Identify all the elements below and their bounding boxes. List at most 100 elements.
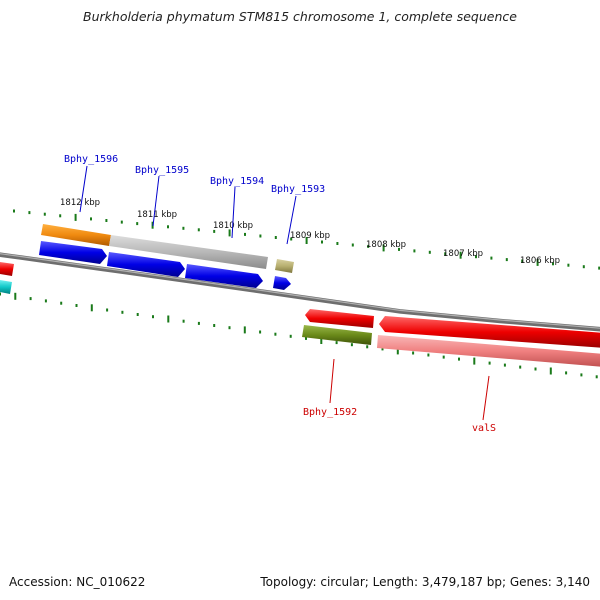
- minor-tick: [458, 357, 460, 361]
- minor-tick: [519, 365, 522, 369]
- minor-tick: [567, 263, 570, 267]
- gene-arrow-bphy-1596[interactable]: [39, 241, 107, 264]
- gene-label-bphy-1594[interactable]: Bphy_1594: [210, 176, 264, 187]
- minor-tick: [321, 240, 323, 244]
- leader-line: [231, 186, 236, 239]
- major-tick: [382, 244, 385, 252]
- gene-arrow-bphy-1594[interactable]: [185, 264, 263, 288]
- gene-arrow-bphy-1593[interactable]: [273, 276, 291, 290]
- gene-arrow-bphy-1592-upper[interactable]: [305, 309, 374, 328]
- feature-orange[interactable]: [41, 224, 111, 246]
- minor-tick: [305, 336, 307, 340]
- minor-tick: [75, 304, 78, 307]
- gene-label-bphy-1592[interactable]: Bphy_1592: [303, 407, 357, 418]
- minor-tick: [244, 232, 246, 236]
- major-tick: [536, 258, 539, 266]
- minor-tick: [182, 319, 185, 323]
- minor-tick: [60, 301, 63, 305]
- minor-tick: [503, 363, 506, 367]
- minor-tick: [565, 371, 568, 375]
- minor-tick: [367, 244, 370, 248]
- leader-line: [482, 375, 490, 421]
- kbp-label: 1811 kbp: [137, 210, 177, 220]
- feature-khaki[interactable]: [275, 259, 294, 273]
- minor-tick: [289, 334, 292, 338]
- major-tick: [228, 229, 231, 237]
- minor-tick: [428, 250, 431, 254]
- minor-tick: [121, 310, 124, 314]
- minor-tick: [534, 367, 537, 371]
- accession-text: Accession: NC_010622: [9, 575, 146, 589]
- minor-tick: [167, 225, 169, 229]
- minor-tick: [197, 321, 200, 325]
- minor-tick: [350, 343, 353, 347]
- minor-tick: [274, 332, 277, 336]
- outer-tick-ring: [13, 209, 600, 270]
- major-tick: [320, 337, 323, 344]
- minor-tick: [580, 373, 583, 377]
- major-tick: [549, 367, 552, 375]
- feature-red-left[interactable]: [0, 262, 14, 276]
- gene-label-bphy-1596[interactable]: Bphy_1596: [64, 154, 118, 165]
- leader-line: [152, 175, 160, 227]
- gene-labels: Bphy_1596 Bphy_1595 Bphy_1594 Bphy_1593 …: [64, 154, 496, 434]
- major-tick: [14, 292, 17, 300]
- minor-tick: [13, 209, 15, 213]
- minor-tick: [552, 262, 554, 266]
- leader-line: [79, 165, 88, 213]
- minor-tick: [488, 361, 491, 365]
- major-tick: [243, 326, 246, 334]
- minor-tick: [182, 226, 185, 230]
- feature-pink[interactable]: [377, 335, 600, 367]
- minor-tick: [582, 265, 585, 269]
- inner-tick-ring: [0, 292, 598, 379]
- sequence-stats-text: Topology: circular; Length: 3,479,187 bp…: [260, 575, 590, 589]
- gene-label-bphy-1595[interactable]: Bphy_1595: [135, 165, 189, 176]
- minor-tick: [336, 242, 339, 245]
- minor-tick: [120, 220, 123, 224]
- minor-tick: [475, 255, 477, 259]
- gene-arrow-bphy-1595[interactable]: [107, 252, 185, 277]
- minor-tick: [521, 259, 524, 263]
- gene-arrow-vals[interactable]: [379, 316, 600, 348]
- minor-tick: [427, 353, 430, 357]
- label-leaders: [79, 165, 490, 421]
- feature-cyan-left[interactable]: [0, 280, 12, 294]
- gene-label-bphy-1593[interactable]: Bphy_1593: [271, 184, 325, 195]
- minor-tick: [106, 308, 109, 312]
- minor-tick: [335, 341, 338, 345]
- minor-tick: [595, 375, 598, 379]
- minor-tick: [197, 228, 200, 232]
- minor-tick: [44, 299, 47, 303]
- minor-tick: [366, 345, 369, 349]
- minor-tick: [444, 252, 447, 256]
- major-tick: [74, 213, 77, 221]
- kbp-label: 1807 kbp: [443, 249, 483, 259]
- major-tick: [459, 251, 462, 259]
- minor-tick: [442, 355, 445, 359]
- feature-gray[interactable]: [109, 235, 268, 269]
- minor-tick: [43, 212, 46, 216]
- major-tick: [396, 347, 399, 355]
- map-title: Burkholderia phymatum STM815 chromosome …: [83, 9, 517, 24]
- minor-tick: [412, 351, 415, 355]
- minor-tick: [490, 256, 493, 260]
- kbp-label: 1806 kbp: [520, 256, 560, 266]
- minor-tick: [105, 219, 108, 222]
- feature-olive[interactable]: [302, 325, 372, 345]
- minor-tick: [136, 222, 139, 226]
- gene-label-vals[interactable]: valS: [472, 423, 496, 434]
- minor-tick: [59, 214, 62, 218]
- major-tick: [90, 304, 93, 312]
- major-tick: [305, 237, 308, 244]
- minor-tick: [351, 243, 354, 247]
- minor-tick: [381, 347, 384, 351]
- major-tick: [167, 315, 170, 323]
- major-tick: [473, 357, 476, 365]
- minor-tick: [228, 326, 231, 330]
- minor-tick: [29, 297, 32, 301]
- minor-tick: [598, 266, 600, 270]
- minor-tick: [90, 217, 92, 221]
- minor-tick: [152, 315, 154, 319]
